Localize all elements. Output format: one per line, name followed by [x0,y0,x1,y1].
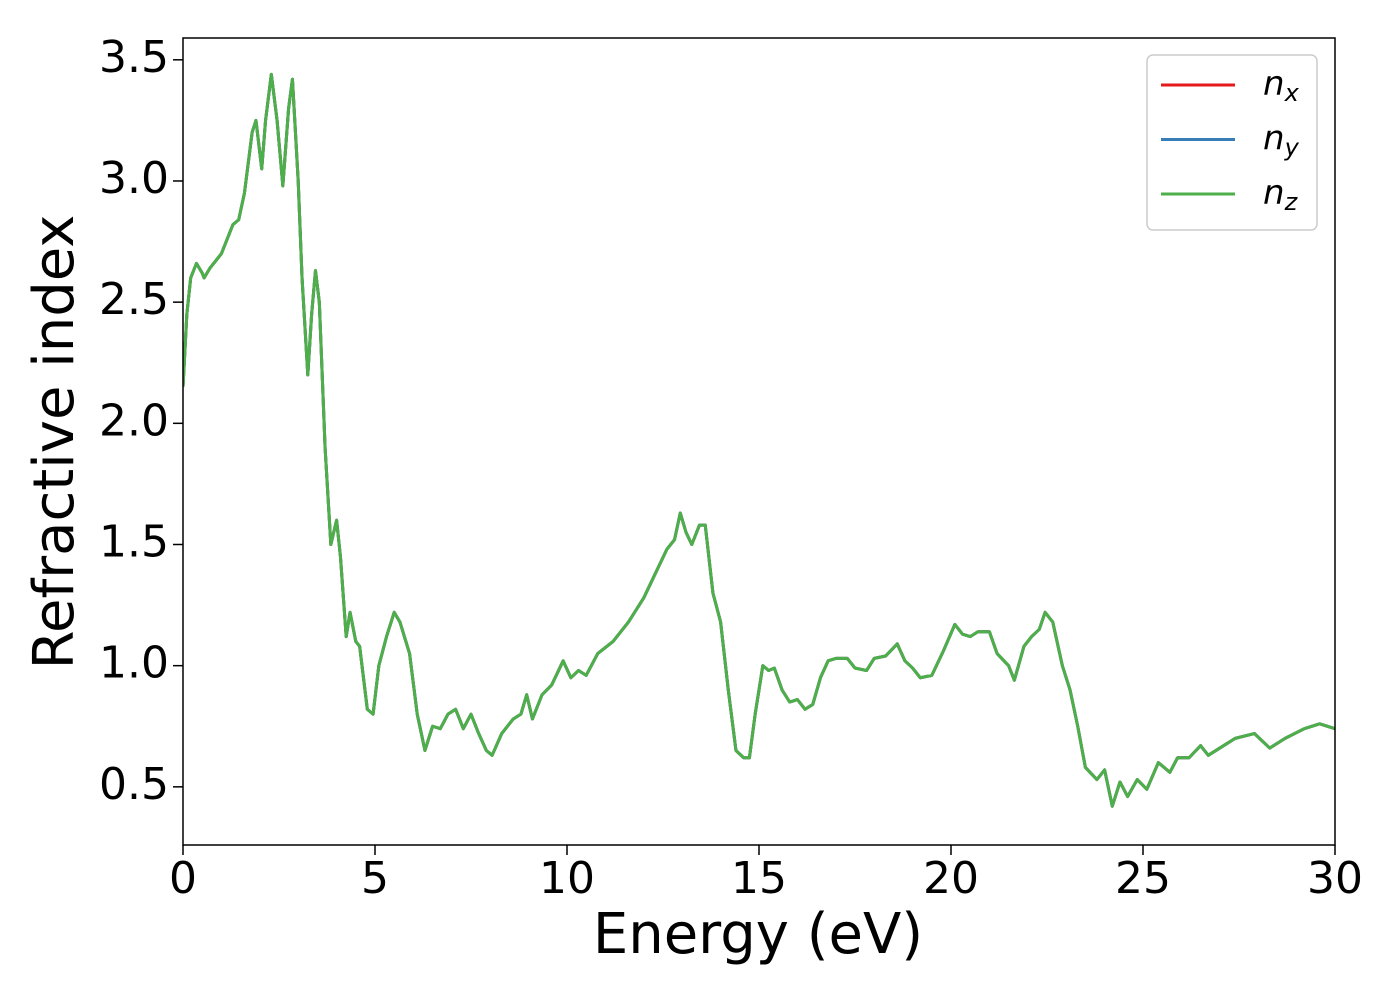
y-tick-label: 2.0 [99,395,169,446]
x-tick-label: 10 [539,853,595,904]
y-tick-label: 1.5 [99,516,169,567]
y-tick-label: 3.5 [99,32,169,83]
legend-label: ny [1263,118,1300,162]
x-axis-label: Energy (eV) [593,902,923,967]
legend-label: nx [1263,64,1300,108]
y-tick-label: 2.5 [99,274,169,325]
legend-label: nz [1263,173,1299,217]
x-tick-label: 5 [361,853,389,904]
data-line [183,72,1335,808]
legend-box [1146,54,1318,231]
y-tick-label: 3.0 [99,153,169,204]
y-tick-label: 1.0 [99,638,169,689]
plot-frame [182,37,1336,846]
x-tick-label: 0 [169,853,197,904]
x-tick-label: 25 [1115,853,1171,904]
y-axis-label: Refractive index [22,215,87,670]
y-tick-label: 0.5 [99,759,169,810]
x-tick-label: 30 [1307,853,1363,904]
x-tick-label: 20 [923,853,979,904]
x-tick-label: 15 [731,853,787,904]
